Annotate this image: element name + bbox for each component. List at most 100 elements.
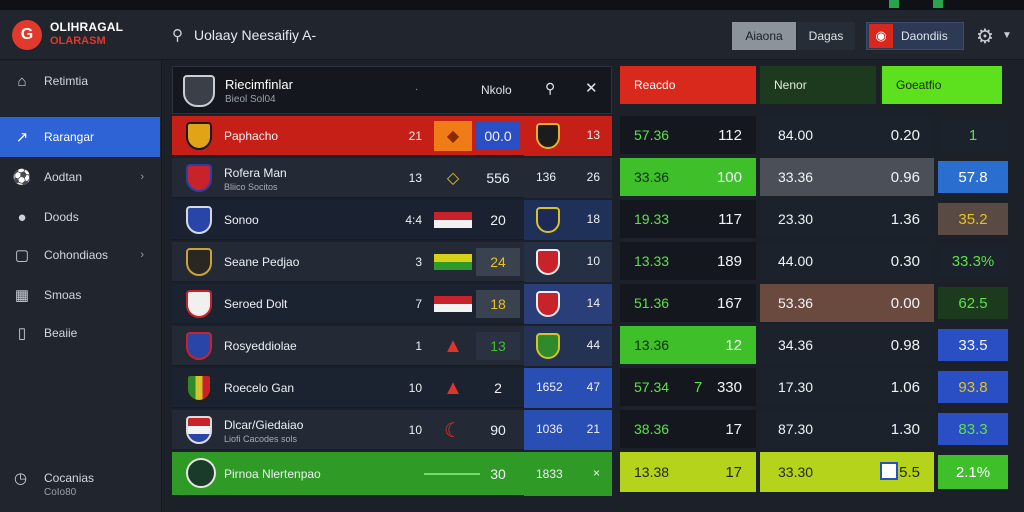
odds-badge[interactable]: 1833 × — [524, 452, 612, 496]
odds-cell-away[interactable]: 93.8 — [938, 371, 1008, 403]
odds-badge[interactable]: 1036 21 — [524, 410, 612, 450]
primary-button[interactable]: Aiaona — [732, 22, 796, 50]
odds-cell-away[interactable]: 33.3% — [938, 245, 1008, 277]
badge-value: 13 — [586, 128, 600, 142]
sidebar-item-monitor[interactable]: ▢ Cohondiaos › — [0, 235, 160, 275]
odds-cell-away[interactable]: 83.3 — [938, 413, 1008, 445]
account-button[interactable]: ◉ Daondiis — [866, 22, 964, 50]
odds-cell-home[interactable]: 57.36 112 — [620, 116, 756, 154]
odds-cell-away[interactable]: 2.1% — [938, 455, 1008, 489]
odds-badge[interactable]: 44 — [524, 326, 612, 366]
close-icon[interactable]: × — [592, 466, 600, 480]
odds-cell-home[interactable]: 19.33 117 — [620, 200, 756, 238]
odds-cell-draw[interactable]: 53.36 0.00 — [760, 284, 934, 322]
badge-value: 26 — [586, 170, 600, 184]
badge-label: 1652 — [536, 380, 563, 394]
sidebar-item-chat[interactable]: ● Doods — [0, 197, 160, 237]
odds-cell-home[interactable]: 13.33 189 — [620, 242, 756, 280]
table-row[interactable]: Seroed Dolt 7 18 14 — [172, 284, 612, 324]
odds-cell-home[interactable]: 38.36 17 — [620, 410, 756, 448]
odds-cell-draw[interactable]: 23.30 1.36 — [760, 200, 934, 238]
match-value[interactable]: 13 — [476, 332, 520, 360]
odds-cell-draw[interactable]: 34.36 0.98 — [760, 326, 934, 364]
odds-badge[interactable]: 18 — [524, 200, 612, 240]
odds-ratio: 1.30 — [890, 420, 920, 438]
search-input[interactable] — [194, 27, 454, 43]
sidebar-item-label: Beaiie — [44, 326, 78, 340]
odds-ratio: 0.96 — [890, 168, 920, 186]
match-value[interactable]: 30 — [490, 466, 506, 482]
odds-cell-away[interactable]: 62.5 — [938, 287, 1008, 319]
search-icon[interactable]: ⚲ — [172, 27, 183, 44]
odds-cell-draw[interactable]: 17.30 1.06 — [760, 368, 934, 406]
odds-cell-away[interactable]: 1 — [938, 119, 1008, 151]
odds-cell-draw[interactable]: 44.00 0.30 — [760, 242, 934, 280]
table-row[interactable]: Pirnoa Nlertenpao 30 1833 × — [172, 452, 612, 496]
odds-cell-away[interactable]: 35.2 — [938, 203, 1008, 235]
sidebar-footer[interactable]: ◷ Cocanias CoIo80 — [0, 461, 160, 511]
app-logo[interactable]: G OLIHRAGAL OLARASM — [12, 18, 162, 54]
match-value[interactable]: 2 — [494, 380, 502, 396]
odds-header-draw[interactable]: Nenor — [760, 66, 876, 104]
league-name: Riecimfinlar — [225, 77, 293, 92]
odds-header-home[interactable]: Reacdo — [620, 66, 756, 104]
match-value[interactable]: 24 — [476, 248, 520, 276]
match-value[interactable]: 18 — [476, 290, 520, 318]
odds-cell-home[interactable]: 33.36 100 — [620, 158, 756, 196]
match-count: 3 — [415, 255, 422, 269]
close-icon[interactable]: ✕ — [585, 80, 598, 97]
table-row[interactable]: Rosyeddiolae 1 ▲ 13 44 — [172, 326, 612, 366]
badge-value: 47 — [586, 380, 600, 394]
odds-header-away[interactable]: Goeatfio — [882, 66, 1002, 104]
odds-badge[interactable]: 10 — [524, 242, 612, 282]
table-row[interactable]: Roecelo Gan 10 ▲ 2 1652 47 — [172, 368, 612, 408]
chevron-down-icon[interactable]: ▼ — [1002, 30, 1012, 41]
match-count: 10 — [408, 381, 422, 395]
odds-cell-home[interactable]: 51.36 167 — [620, 284, 756, 322]
odds-badge[interactable]: 13 — [524, 116, 612, 156]
table-row[interactable]: Seane Pedjao 3 24 10 — [172, 242, 612, 282]
team-name: Seane Pedjao — [224, 255, 300, 269]
team-name: Seroed Dolt — [224, 297, 288, 311]
odds-badge[interactable]: 136 26 — [524, 158, 612, 198]
team-crest-icon — [186, 248, 212, 276]
odds-ratio: 1.06 — [890, 378, 920, 396]
match-value[interactable]: 00.0 — [476, 122, 520, 150]
clock-icon: ◷ — [14, 470, 28, 487]
odds-cell-home[interactable]: 57.34 330 7 — [620, 368, 756, 406]
secondary-button[interactable]: Dagas — [797, 22, 855, 50]
sidebar-item-home[interactable]: ⌂ Retimtia — [0, 61, 160, 101]
table-row[interactable]: Rofera Man Bliico Socitos 13 ◇ 556 136 2… — [172, 158, 612, 198]
logo-mark-icon: G — [12, 20, 42, 50]
odds-cell-home[interactable]: 13.38 17 — [620, 452, 756, 492]
match-count: 13 — [408, 171, 422, 185]
match-value[interactable]: 556 — [486, 170, 510, 186]
badge-value: 18 — [586, 212, 600, 226]
match-value[interactable]: 90 — [490, 422, 506, 438]
odds-cell-home[interactable]: 13.36 12 — [620, 326, 756, 364]
table-row[interactable]: Dlcar/Giedaiao Liofi Cacodes sols 10 ☾ 9… — [172, 410, 612, 450]
odds-cell-away[interactable]: 33.5 — [938, 329, 1008, 361]
odds-cell-draw[interactable]: 33.30 0.5.5 — [760, 452, 934, 492]
search-icon[interactable]: ⚲ — [545, 80, 556, 96]
sidebar-item-trending[interactable]: ↗ Rarangar — [0, 117, 160, 157]
table-row[interactable]: Paphacho 21 ◆ 00.0 13 — [172, 116, 612, 156]
odds-ratio: 1.36 — [890, 210, 920, 228]
checkbox[interactable] — [880, 462, 898, 480]
tab-league[interactable]: Nkolo — [481, 83, 512, 97]
home-icon: ⌂ — [17, 72, 27, 90]
odds-cell-draw[interactable]: 87.30 1.30 — [760, 410, 934, 448]
odds-cell-away[interactable]: 57.8 — [938, 161, 1008, 193]
match-value[interactable]: 20 — [490, 212, 506, 228]
sidebar-item-stats[interactable]: ▯ Beaiie — [0, 313, 160, 353]
sidebar-item-label: Aodtan — [44, 170, 83, 184]
odds-cell-draw[interactable]: 33.36 0.96 — [760, 158, 934, 196]
table-row[interactable]: Sonoo 4:4 20 18 — [172, 200, 612, 240]
sidebar-item-sport[interactable]: ⚽ Aodtan › — [0, 157, 160, 197]
globe-icon[interactable]: ⚙ — [976, 26, 994, 48]
odds-badge[interactable]: 1652 47 — [524, 368, 612, 408]
odds-cell-draw[interactable]: 84.00 0.20 — [760, 116, 934, 154]
odds-badge[interactable]: 14 — [524, 284, 612, 324]
sidebar-item-calendar[interactable]: ▦ Smoas — [0, 275, 160, 315]
badge-label: 136 — [536, 170, 557, 184]
